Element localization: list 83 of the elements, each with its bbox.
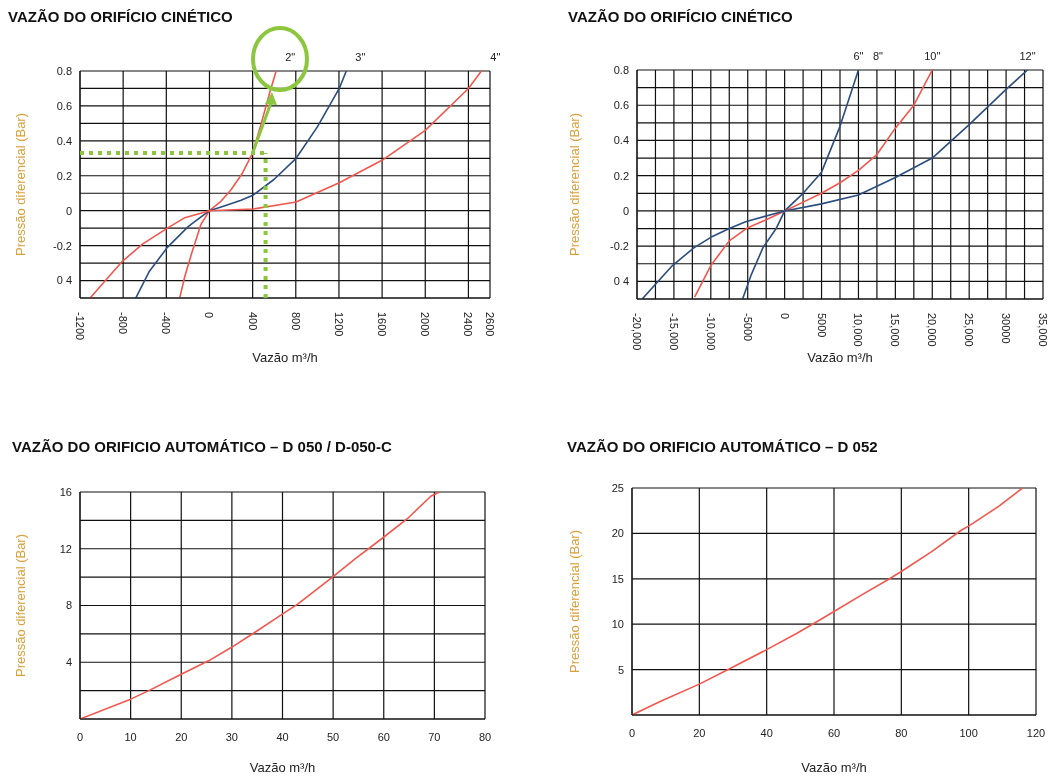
x-tick-label: 70 [428, 731, 441, 743]
x-tick-label: -400 [160, 312, 173, 335]
x-tick-label: 10,000 [852, 313, 865, 347]
x-tick-label: 5000 [815, 313, 828, 338]
x-tick-label: 20 [693, 727, 706, 739]
y-axis-title: Pressão diferencial (Bar) [12, 112, 28, 257]
x-tick-label: 0 [203, 312, 216, 319]
chart-title: VAZÃO DO ORIFÍCIO CINÉTICO [568, 8, 793, 25]
y-tick-label: 15 [611, 572, 624, 585]
y-tick-label: 0 [622, 204, 629, 217]
x-tick-label: 0 [778, 313, 791, 320]
y-tick-label: 0.8 [613, 63, 629, 76]
x-tick-label: 80 [895, 727, 908, 739]
x-tick-label: 25,000 [963, 313, 976, 347]
x-tick-label: 20 [175, 731, 188, 743]
y-tick-label: 0.2 [56, 169, 72, 182]
y-tick-label: 0.6 [56, 99, 72, 112]
y-tick-label: 10 [611, 618, 624, 631]
annotation: 10" [924, 50, 941, 62]
x-tick-label: 400 [246, 312, 259, 331]
x-tick-label: 30 [225, 731, 238, 743]
x-tick-label: 2400 [462, 312, 475, 337]
x-tick-label: -10,000 [704, 313, 717, 351]
line-series [693, 70, 934, 299]
y-axis-title: Pressão diferencial (Bar) [566, 529, 582, 674]
x-tick-label: 1200 [332, 312, 345, 337]
x-tick-label: 120 [1026, 727, 1046, 739]
y-tick-label: 4 [65, 656, 72, 669]
y-tick-label: 0.4 [613, 134, 629, 147]
line-series [89, 71, 483, 298]
annotation: 4" [490, 51, 501, 63]
y-tick-label: 0 4 [613, 275, 629, 288]
y-tick-label: 5 [617, 663, 624, 676]
chart-title: VAZÃO DO ORIFICIO AUTOMÁTICO – D 052 [567, 438, 878, 455]
y-tick-label: 20 [611, 527, 624, 540]
y-tick-label: 0.2 [613, 169, 629, 182]
y-tick-label: 25 [611, 481, 624, 494]
x-tick-label: 35,000 [1037, 313, 1049, 347]
x-tick-label: 20,000 [926, 313, 939, 347]
x-axis-title: Vazão m³/h [807, 350, 873, 365]
x-tick-label: -5000 [741, 313, 754, 342]
y-tick-label: 0 [65, 204, 72, 217]
y-tick-label: -0.2 [610, 240, 629, 253]
x-tick-label: 40 [760, 727, 773, 739]
chart-title: VAZÃO DO ORIFICIO AUTOMÁTICO – D 050 / D-050-C [12, 438, 392, 455]
y-axis-title: Pressão diferencial (Bar) [12, 533, 28, 678]
x-tick-label: 60 [377, 731, 390, 743]
x-tick-label: 60 [827, 727, 841, 739]
annotation: 3" [355, 51, 366, 63]
line-series [641, 70, 1029, 299]
x-tick-label: 0 [76, 731, 84, 743]
x-tick-label: 40 [276, 731, 289, 743]
x-axis-title: Vazão m³/h [252, 350, 318, 365]
x-tick-label: -1200 [74, 312, 86, 341]
y-tick-label: 0.6 [613, 99, 629, 112]
annotation: 12" [1019, 50, 1036, 62]
y-tick-label: 0 4 [56, 274, 72, 287]
x-tick-label: -20,000 [631, 313, 643, 351]
x-tick-label: 1600 [376, 312, 389, 337]
y-tick-label: 16 [59, 485, 72, 498]
y-tick-label: 12 [59, 542, 72, 555]
annotation: 2" [285, 51, 296, 63]
y-tick-label: 8 [65, 599, 72, 612]
x-axis-title: Vazão m³/h [249, 760, 316, 775]
y-tick-label: 0.4 [56, 134, 72, 147]
x-tick-label: 800 [289, 312, 302, 331]
annotation: 6" [853, 50, 864, 62]
x-axis-title: Vazão m³/h [801, 760, 867, 775]
chart-title: VAZÃO DO ORIFÍCIO CINÉTICO [8, 8, 233, 25]
y-axis-title: Pressão diferencial (Bar) [566, 112, 582, 257]
y-tick-label: -0.2 [53, 239, 72, 252]
x-tick-label: 100 [959, 727, 978, 739]
x-tick-label: 10 [124, 731, 137, 743]
x-tick-label: 30000 [1000, 313, 1013, 344]
x-tick-label: -15,000 [667, 313, 680, 351]
x-tick-label: 15,000 [889, 313, 902, 347]
text: 8" [872, 50, 884, 62]
x-tick-label: -800 [117, 312, 130, 335]
y-tick-label: 0.8 [56, 64, 72, 77]
x-tick-label: 2000 [419, 312, 432, 337]
x-tick-label: 2600 [484, 312, 496, 337]
x-tick-label: 80 [478, 731, 492, 743]
x-tick-label: 50 [327, 731, 340, 743]
